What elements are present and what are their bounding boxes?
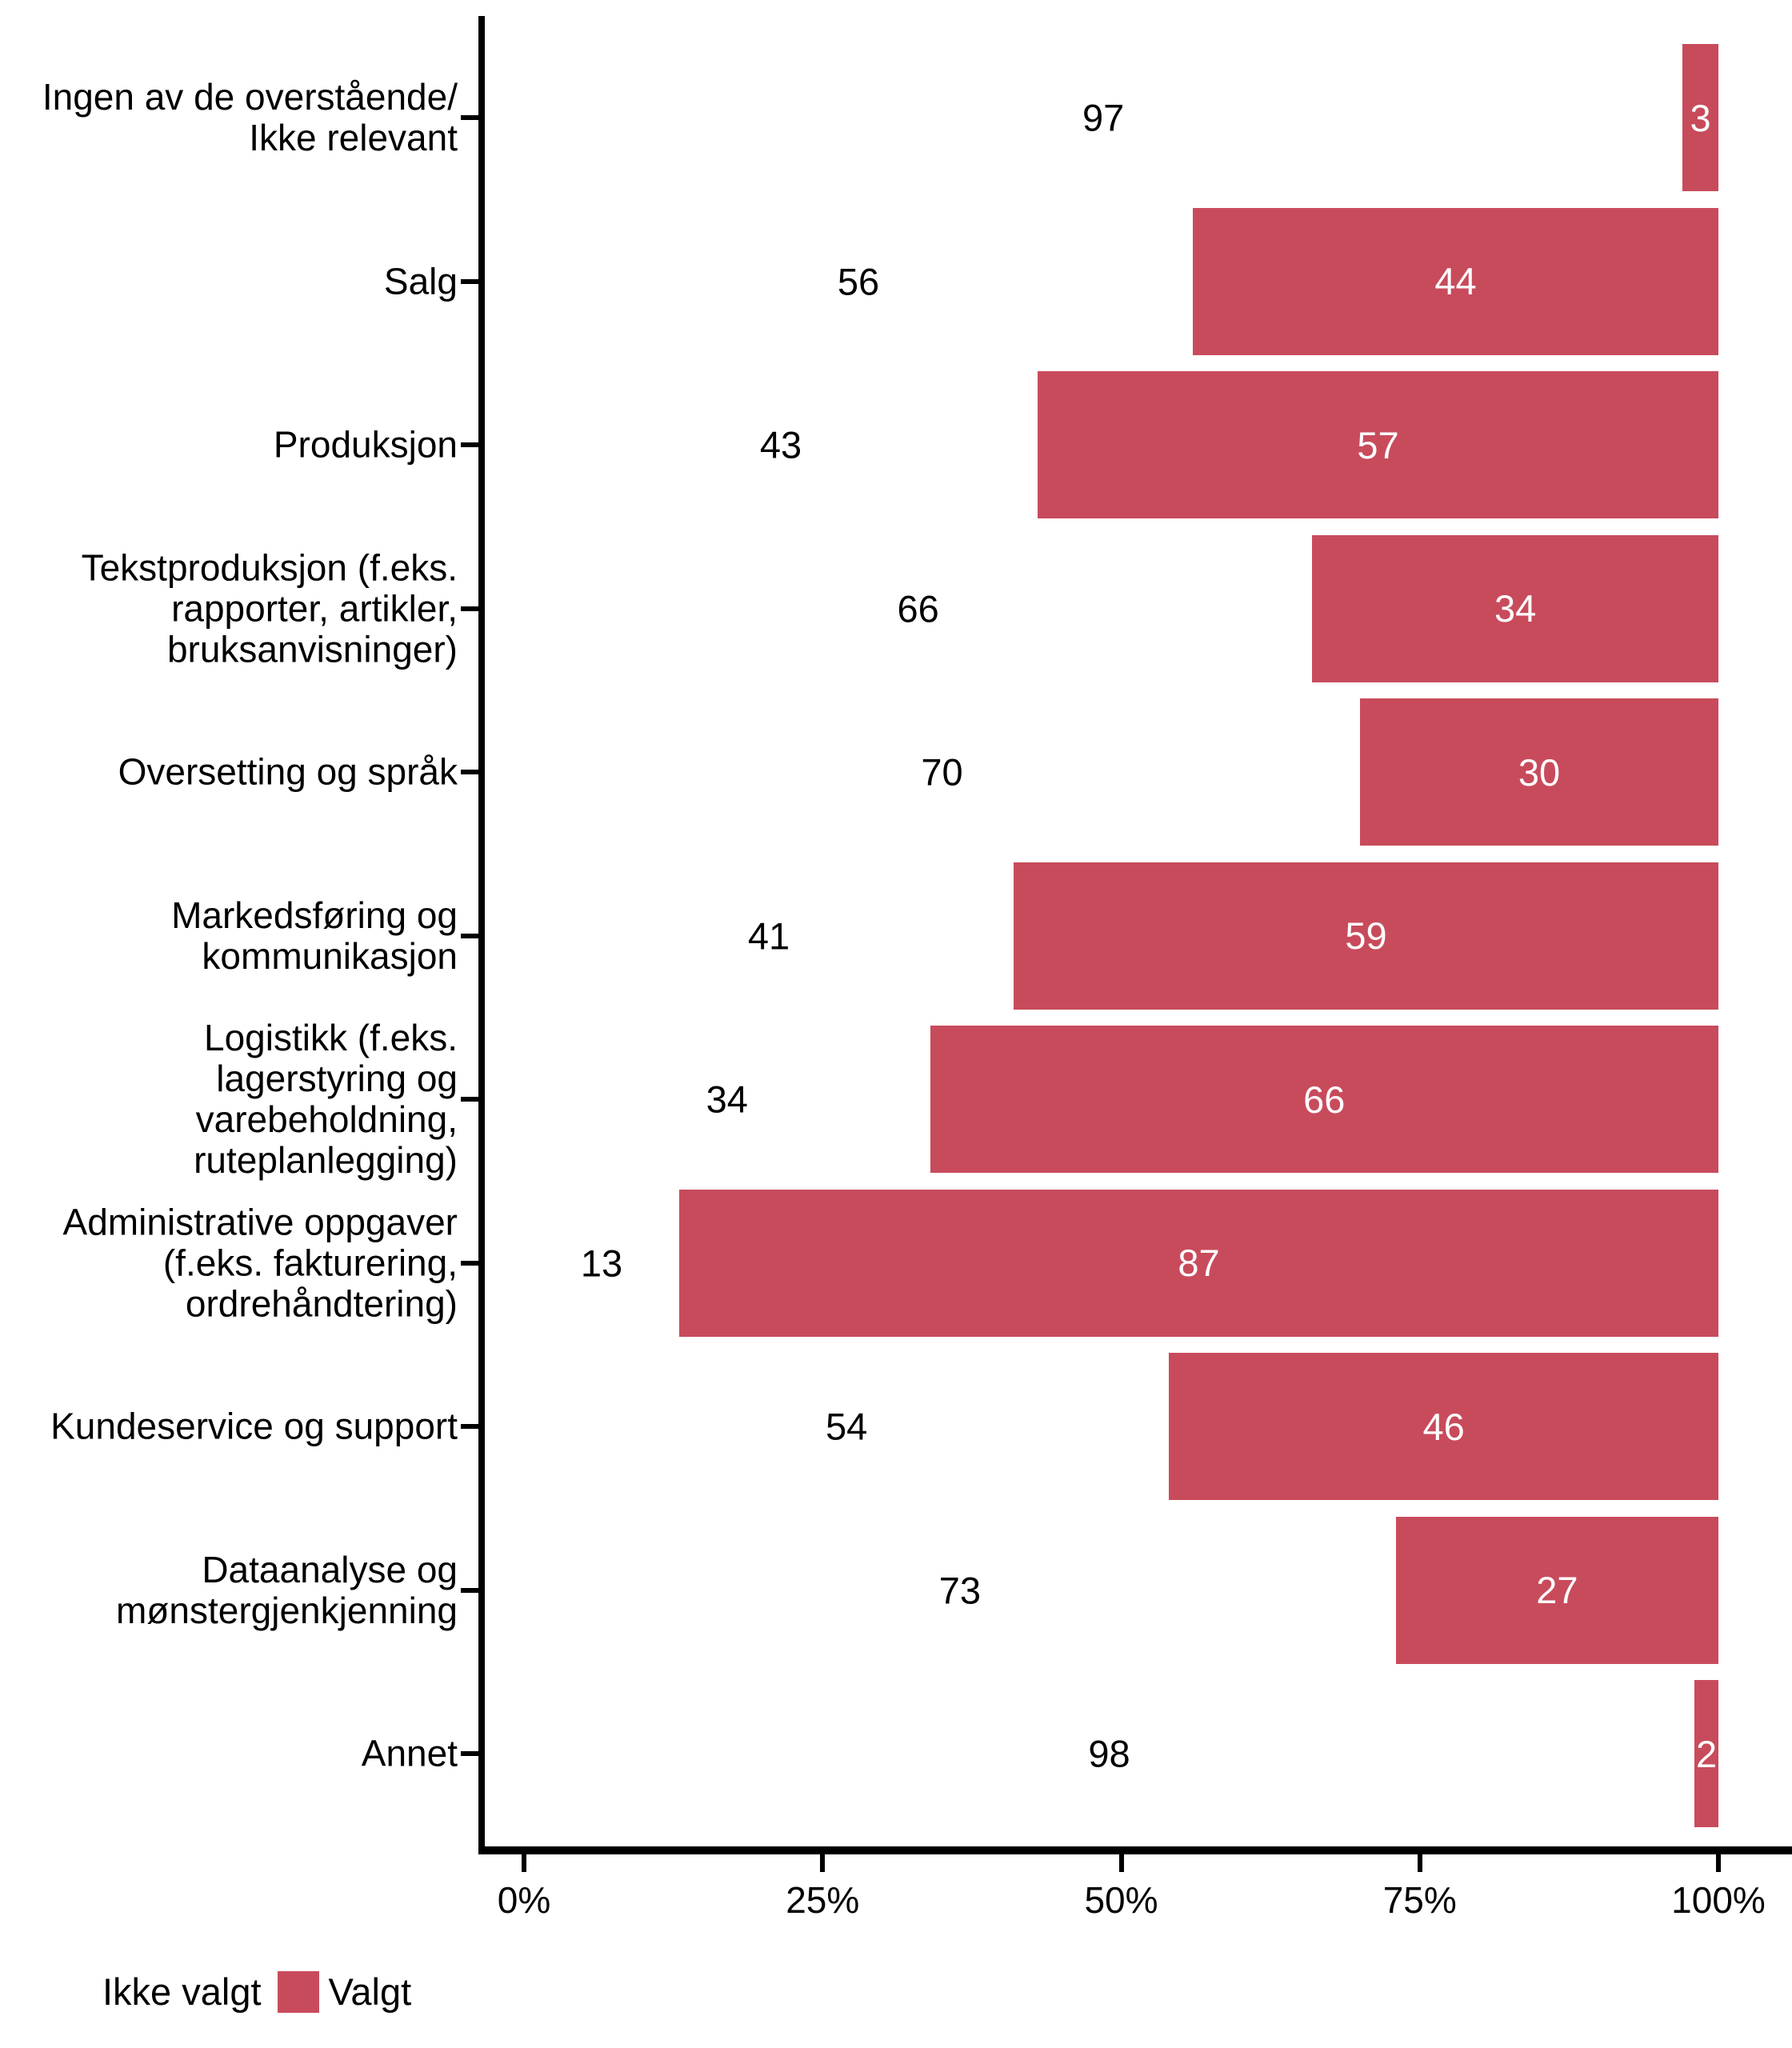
y-tick <box>461 1424 478 1430</box>
category-label: Salg <box>383 260 458 302</box>
legend: Ikke valgt Valgt <box>51 1970 411 2014</box>
y-tick <box>461 1751 478 1757</box>
category-label: Logistikk (f.eks. lagerstyring og varebe… <box>194 1017 458 1182</box>
bar-valgt: 30 <box>1360 698 1718 846</box>
x-tick-label: 50% <box>1084 1879 1158 1921</box>
x-tick <box>1417 1854 1422 1872</box>
bar-value-valgt: 59 <box>1345 914 1387 958</box>
bar-value-ikke-valgt: 54 <box>825 1405 868 1448</box>
bar-valgt: 27 <box>1395 1516 1718 1664</box>
category-label: Tekstproduksjon (f.eks. rapporter, artik… <box>81 546 458 670</box>
category-label: Annet <box>361 1732 458 1774</box>
y-tick <box>461 770 478 775</box>
bar-value-ikke-valgt: 66 <box>897 587 939 630</box>
y-tick <box>461 1097 478 1102</box>
bar-value-valgt: 44 <box>1434 260 1477 303</box>
y-tick <box>461 278 478 284</box>
y-tick <box>461 933 478 938</box>
bar-value-valgt: 87 <box>1178 1242 1220 1285</box>
y-tick <box>461 1260 478 1266</box>
y-tick <box>461 442 478 448</box>
legend-label-valgt: Valgt <box>328 1970 412 2013</box>
bar-value-ikke-valgt: 97 <box>1082 96 1125 139</box>
bar-value-valgt: 30 <box>1518 750 1561 794</box>
bar-valgt: 59 <box>1014 862 1718 1010</box>
bar-value-ikke-valgt: 56 <box>837 260 880 303</box>
bar-valgt: 57 <box>1037 371 1718 519</box>
y-tick <box>461 606 478 611</box>
category-label: Oversetting og språk <box>118 750 458 793</box>
bar-value-valgt: 27 <box>1536 1569 1578 1612</box>
category-label: Dataanalyse og mønstergjenkjenning <box>115 1548 458 1631</box>
category-label: Kundeservice og support <box>50 1405 458 1447</box>
bar-value-ikke-valgt: 70 <box>921 750 963 794</box>
legend-label-ikke-valgt: Ikke valgt <box>102 1970 262 2013</box>
x-tick <box>1118 1854 1124 1872</box>
bar-valgt: 3 <box>1682 44 1718 192</box>
category-label: Produksjon <box>273 423 458 466</box>
bar-value-ikke-valgt: 13 <box>580 1242 623 1285</box>
bar-valgt: 44 <box>1193 207 1718 355</box>
bar-value-valgt: 34 <box>1494 587 1537 630</box>
bar-value-ikke-valgt: 98 <box>1088 1732 1130 1775</box>
x-tick-label: 100% <box>1671 1879 1766 1921</box>
x-axis-line <box>478 1846 1792 1854</box>
x-tick <box>522 1854 526 1872</box>
bar-valgt: 66 <box>930 1026 1718 1174</box>
bar-value-ikke-valgt: 41 <box>747 914 790 958</box>
bar-value-valgt: 2 <box>1695 1732 1718 1775</box>
x-tick-label: 0% <box>497 1879 551 1921</box>
bar-value-valgt: 3 <box>1690 96 1711 139</box>
category-label: Ingen av de overstående/ Ikke relevant <box>42 76 458 159</box>
bar-value-ikke-valgt: 73 <box>938 1569 982 1612</box>
bar-valgt: 2 <box>1694 1680 1718 1828</box>
bar-value-ikke-valgt: 43 <box>759 423 802 466</box>
y-tick <box>461 115 478 121</box>
bar-valgt: 46 <box>1169 1353 1718 1501</box>
bar-valgt: 87 <box>679 1189 1718 1337</box>
bar-value-valgt: 66 <box>1303 1078 1346 1121</box>
category-label: Markedsføring og kommunikasjon <box>171 894 458 977</box>
y-tick <box>461 1587 478 1593</box>
x-tick-label: 25% <box>786 1879 860 1921</box>
bar-value-valgt: 46 <box>1422 1405 1465 1448</box>
y-axis-line <box>478 16 485 1854</box>
legend-swatch-valgt <box>277 1970 319 2013</box>
legend-swatch-ikke-valgt <box>51 1970 93 2013</box>
x-tick-label: 75% <box>1382 1879 1457 1921</box>
x-tick <box>820 1854 826 1872</box>
category-label: Administrative oppgaver (f.eks. fakturer… <box>62 1201 458 1325</box>
bar-valgt: 34 <box>1312 534 1718 682</box>
bar-value-ikke-valgt: 34 <box>706 1078 748 1121</box>
x-tick <box>1716 1854 1721 1872</box>
bar-value-valgt: 57 <box>1357 423 1399 466</box>
